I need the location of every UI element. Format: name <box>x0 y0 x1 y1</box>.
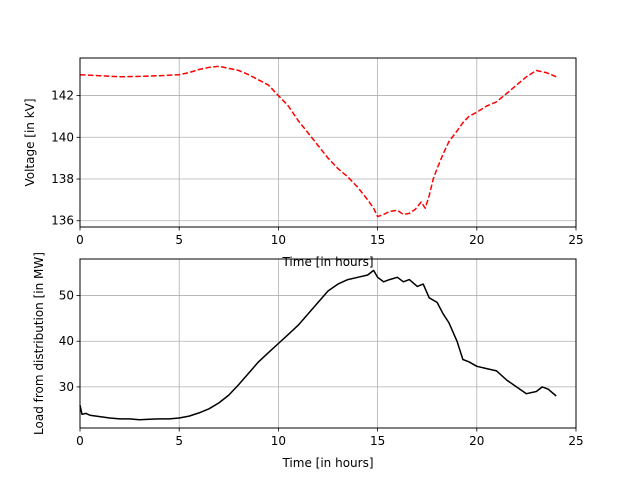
voltage-series <box>79 65 557 218</box>
load-axes: 0 5 10 15 20 25 30 40 50 Time [in hours] Load fr… <box>32 252 584 470</box>
load-x-tick-label: 10 <box>271 434 286 448</box>
load-series-line <box>79 269 557 421</box>
load-x-tick-label: 0 <box>76 434 84 448</box>
voltage-grid <box>79 58 577 227</box>
load-x-tick-label: 25 <box>568 434 583 448</box>
load-y-tick-label: 30 <box>59 380 74 394</box>
voltage-x-tick-label: 5 <box>175 233 183 247</box>
voltage-y-axis-label: Voltage [in kV] <box>23 98 37 186</box>
voltage-ticks: 0 5 10 15 20 25 136 138 140 142 <box>51 89 584 247</box>
voltage-y-tick-label: 136 <box>51 214 74 228</box>
voltage-x-tick-label: 10 <box>271 233 286 247</box>
voltage-x-tick-label: 0 <box>76 233 84 247</box>
voltage-x-tick-label: 20 <box>469 233 484 247</box>
voltage-x-tick-label: 15 <box>370 233 385 247</box>
load-x-tick-label: 20 <box>469 434 484 448</box>
voltage-axes-frame <box>79 57 577 228</box>
voltage-y-tick-label: 138 <box>51 172 74 186</box>
voltage-series-line <box>79 65 557 218</box>
load-x-tick-label: 5 <box>175 434 183 448</box>
load-x-axis-label: Time [in hours] <box>281 456 373 470</box>
load-y-axis-label: Load from distribution [in MW] <box>32 252 46 435</box>
voltage-x-tick-label: 25 <box>568 233 583 247</box>
voltage-y-tick-label: 140 <box>51 130 74 144</box>
load-y-tick-label: 50 <box>59 289 74 303</box>
load-x-tick-label: 15 <box>370 434 385 448</box>
load-ticks: 0 5 10 15 20 25 30 40 50 <box>59 289 584 448</box>
voltage-y-tick-label: 142 <box>51 89 74 103</box>
load-axes-frame <box>79 258 577 429</box>
voltage-axes: 0 5 10 15 20 25 136 138 140 142 Time [in hours] V… <box>23 57 584 269</box>
load-series <box>79 269 557 421</box>
voltage-x-axis-label: Time [in hours] <box>281 255 373 269</box>
load-y-tick-label: 40 <box>59 334 74 348</box>
